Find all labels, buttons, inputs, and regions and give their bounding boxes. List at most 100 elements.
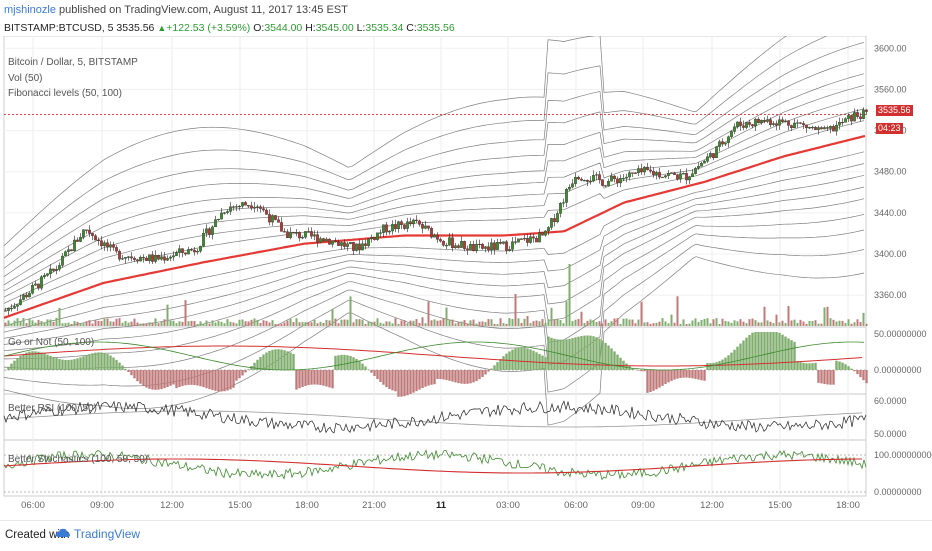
- volume-bar: [667, 323, 670, 326]
- candle-body: [61, 255, 64, 266]
- candle-body: [58, 265, 61, 270]
- volume-bar: [706, 318, 709, 326]
- gon-bar: [235, 370, 238, 381]
- candle-body: [91, 233, 94, 236]
- candle-body: [472, 244, 475, 252]
- gon-bar: [655, 370, 658, 390]
- candle-body: [508, 249, 511, 251]
- gon-bar: [280, 349, 283, 370]
- gon-bar: [367, 369, 370, 371]
- candle-body: [769, 119, 772, 125]
- gon-bar: [58, 358, 61, 370]
- volume-bar: [724, 320, 727, 326]
- volume-bar: [838, 320, 841, 326]
- volume-bar: [244, 321, 247, 326]
- volume-bar: [199, 321, 202, 326]
- candle-body: [436, 234, 439, 240]
- candle-body: [559, 203, 562, 214]
- volume-bar: [466, 323, 469, 326]
- candle-body: [178, 248, 181, 253]
- candle-body: [127, 256, 130, 258]
- author-link[interactable]: mjshinozle: [4, 4, 56, 16]
- volume-bar: [658, 321, 661, 326]
- symbol-name[interactable]: BITSTAMP:BTCUSD, 5: [4, 22, 114, 34]
- candle-body: [670, 172, 673, 174]
- gon-bar: [193, 370, 196, 386]
- gon-bar: [640, 370, 643, 372]
- gon-bar: [712, 362, 715, 370]
- volume-bar: [709, 323, 712, 326]
- volume-bar: [559, 320, 562, 326]
- gon-bar: [325, 370, 328, 387]
- volume-bar: [670, 314, 673, 326]
- gon-bar: [211, 370, 214, 391]
- candle-body: [415, 219, 418, 222]
- volume-bar: [526, 315, 529, 326]
- symbol-bar: BITSTAMP:BTCUSD, 5 3535.56 ▲+122.53 (+3.…: [4, 22, 455, 34]
- volume-bar: [205, 320, 208, 326]
- volume-bar: [31, 320, 34, 326]
- gon-bar: [781, 334, 784, 370]
- volume-bar: [604, 319, 607, 326]
- candle-body: [376, 232, 379, 240]
- volume-bar: [736, 321, 739, 326]
- gon-bar: [853, 370, 856, 372]
- volume-bar: [43, 322, 46, 326]
- gon-bar: [592, 336, 595, 370]
- volume-bar: [574, 319, 577, 326]
- gon-bar: [139, 370, 142, 384]
- volume-bar: [115, 318, 118, 326]
- candle-body: [862, 109, 865, 119]
- chart-area[interactable]: 06:00 09:00 12:00 15:00 18:00 21:00 11 03:00 06:…: [0, 36, 932, 520]
- gon-bar: [166, 370, 169, 388]
- volume-bar: [397, 323, 400, 326]
- volume-bar: [556, 318, 559, 326]
- tradingview-link[interactable]: TradingView: [56, 527, 140, 541]
- candle-body: [541, 232, 544, 236]
- gon-bar: [415, 370, 418, 392]
- candle-body: [442, 241, 445, 246]
- gon-bar: [796, 361, 799, 370]
- volume-bar: [391, 323, 394, 326]
- gon-bar: [535, 352, 538, 370]
- up-arrow-icon: ▲: [157, 23, 167, 33]
- volume-bar: [331, 309, 334, 326]
- gon-bar: [217, 370, 220, 392]
- candle-body: [544, 230, 547, 236]
- volume-bar: [283, 322, 286, 326]
- candle-body: [106, 242, 109, 248]
- gon-bar: [85, 355, 88, 370]
- gon-bar: [397, 370, 400, 397]
- volume-bar: [106, 318, 109, 326]
- volume-bar: [715, 318, 718, 326]
- gon-bar: [427, 370, 430, 386]
- candle-body: [346, 243, 349, 247]
- gon-bar: [310, 370, 313, 385]
- fib-band-line: [4, 214, 865, 360]
- gon-bar: [418, 370, 421, 390]
- candle-body: [238, 205, 241, 208]
- volume-bar: [511, 318, 514, 326]
- gon-bar: [220, 370, 223, 392]
- gon-bar: [457, 370, 460, 384]
- candle-body: [715, 146, 718, 159]
- gon-bar: [238, 370, 241, 379]
- gon-bar: [493, 365, 496, 370]
- candle-body: [784, 120, 787, 122]
- volume-bar: [703, 318, 706, 326]
- candle-body: [562, 202, 565, 204]
- gon-bar: [391, 370, 394, 391]
- candle-body: [133, 257, 136, 260]
- gon-bar: [637, 370, 640, 371]
- candle-body: [580, 178, 583, 181]
- gon-bar: [814, 362, 817, 370]
- volume-bar: [553, 319, 556, 326]
- candle-body: [190, 249, 193, 251]
- gon-bar: [373, 370, 376, 376]
- volume-bar: [757, 322, 760, 326]
- candle-body: [277, 219, 280, 223]
- candle-body: [763, 119, 766, 122]
- gon-bar: [463, 370, 466, 384]
- volume-bar: [589, 319, 592, 326]
- candle-body: [343, 242, 346, 247]
